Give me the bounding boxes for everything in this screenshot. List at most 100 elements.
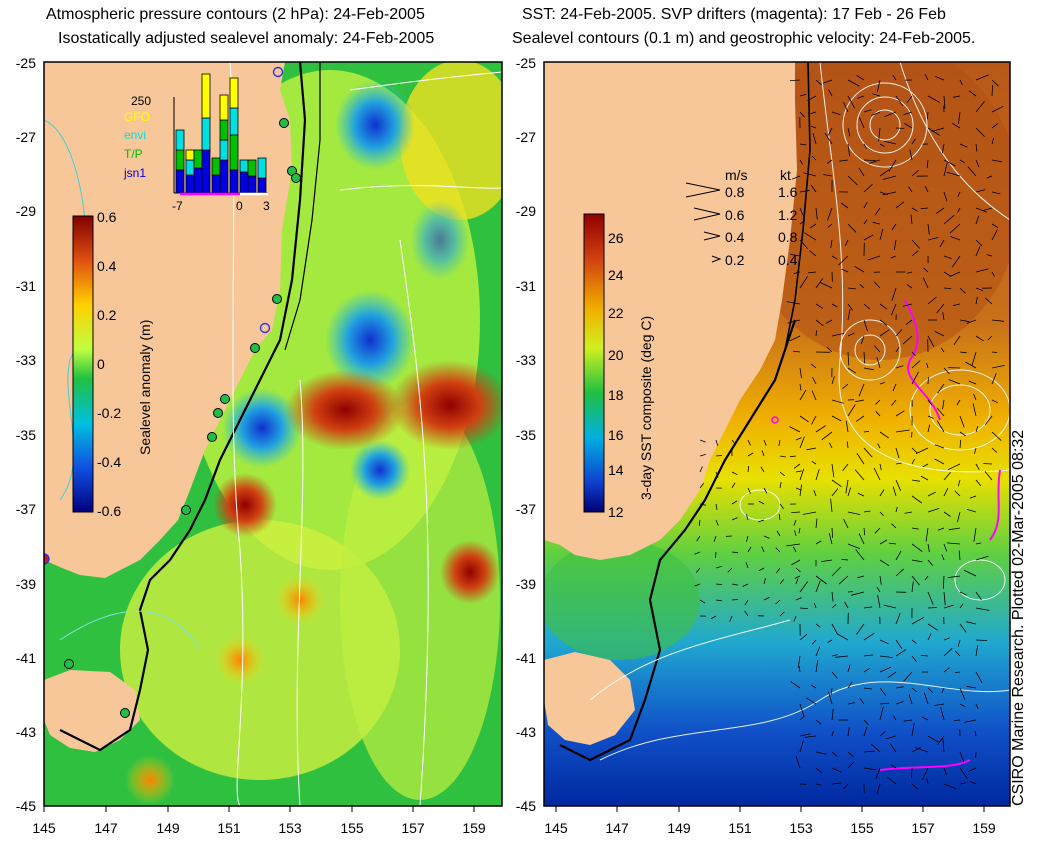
velocity-arrow (847, 487, 851, 497)
velocity-arrow (954, 490, 961, 497)
velocity-arrow (966, 621, 977, 625)
velocity-arrow (695, 567, 701, 573)
velocity-arrow (887, 776, 897, 785)
velocity-arrow (843, 783, 849, 790)
velocity-arrow (895, 365, 904, 369)
velocity-arrow (991, 399, 998, 404)
velocity-arrow (715, 599, 722, 602)
velocity-arrow (943, 271, 951, 277)
velocity-arrow (822, 79, 833, 84)
velocity-arrow (890, 255, 897, 259)
velocity-arrow (812, 377, 817, 385)
velocity-arrow (943, 511, 951, 517)
right-lat-axis: -25 -27 -29 -31 -33 -35 -37 -39 -41 -43 … (516, 55, 536, 814)
left-map (44, 62, 502, 806)
velocity-arrow (943, 783, 957, 790)
velocity-arrow (895, 649, 907, 657)
velocity-arrow (985, 297, 993, 305)
velocity-arrow (959, 431, 966, 437)
velocity-legend: m/s kt 0.8 1.6 0.6 1.2 0.4 0.8 0.2 0.4 (685, 167, 798, 268)
velocity-arrow (789, 79, 801, 81)
velocity-arrow (911, 543, 923, 552)
velocity-arrow (843, 102, 849, 113)
sla-tick-0: 0.6 (97, 209, 117, 225)
velocity-arrow (824, 132, 833, 145)
velocity-arrow (968, 90, 977, 97)
left-map-frame (43, 61, 503, 807)
velocity-arrow (879, 666, 892, 673)
velocity-arrow (838, 255, 849, 266)
velocity-arrow (793, 615, 797, 622)
velocity-arrow (924, 186, 929, 193)
tide-gauge-stations (64, 118, 301, 718)
velocity-arrow (698, 519, 701, 527)
velocity-arrow (787, 319, 801, 324)
velocity-arrow (863, 667, 870, 673)
lat-label: -37 (16, 501, 36, 517)
velocity-arrow (731, 500, 738, 505)
velocity-arrow (799, 733, 811, 737)
velocity-arrow (911, 250, 919, 257)
velocity-arrow (731, 517, 738, 521)
velocity-arrow (889, 542, 897, 545)
lon-label: 147 (605, 820, 629, 836)
velocity-arrow (975, 127, 985, 137)
velocity-arrow (863, 234, 874, 241)
velocity-arrow (911, 371, 919, 385)
velocity-arrow (863, 319, 868, 332)
velocity-arrow (948, 527, 961, 531)
velocity-arrow (847, 702, 856, 705)
velocity-arrow (927, 223, 930, 235)
velocity-arrow (831, 782, 842, 785)
right-title-line2: Sealevel contours (0.1 m) and geostrophi… (512, 30, 976, 47)
velocity-arrow (845, 420, 849, 433)
velocity-arrow (954, 671, 961, 673)
lon-label: 151 (217, 820, 241, 836)
velocity-arrow (911, 479, 921, 482)
velocity-arrow (948, 379, 961, 385)
sst-tick-5: 16 (608, 427, 624, 443)
velocity-arrow (975, 207, 987, 213)
velocity-arrow (891, 223, 897, 231)
velocity-arrow (863, 159, 876, 161)
velocity-arrow (975, 607, 990, 611)
velocity-arrow (984, 470, 993, 481)
velocity-arrow (799, 715, 805, 721)
velocity-arrow (943, 255, 952, 259)
velocity-arrow (808, 271, 817, 274)
left-title-line2: Isostatically adjusted sealevel anomaly:… (58, 30, 435, 47)
velocity-arrow (828, 89, 833, 97)
velocity-arrow (934, 444, 945, 449)
velocity-arrow (831, 527, 833, 538)
velocity-arrow (747, 487, 751, 494)
velocity-arrow (920, 655, 929, 657)
velocity-arrow (847, 404, 856, 417)
velocity-arrow (895, 506, 898, 513)
velocity-arrow (828, 691, 833, 705)
velocity-arrow (876, 586, 881, 593)
velocity-arrow (884, 111, 897, 118)
velocity-arrow (879, 329, 890, 337)
velocity-arrow (911, 559, 923, 563)
velocity-arrow (927, 508, 940, 513)
lon-label: 149 (156, 820, 180, 836)
velocity-arrow (958, 550, 961, 561)
velocity-arrow (715, 566, 722, 569)
velocity-arrow (842, 383, 849, 390)
velocity-arrow (758, 519, 765, 523)
velocity-arrow (778, 439, 781, 446)
velocity-arrow (810, 125, 817, 129)
sst-tick-2: 22 (608, 305, 624, 321)
velocity-arrow (857, 575, 865, 579)
velocity-arrow (875, 767, 881, 780)
velocity-arrow (872, 93, 881, 97)
velocity-arrow (746, 514, 749, 521)
velocity-arrow (879, 639, 889, 645)
velocity-arrow (959, 143, 968, 148)
velocity-arrow (975, 296, 978, 305)
velocity-arrow (815, 783, 822, 786)
velocity-arrow (799, 93, 807, 97)
velocity-arrow (811, 415, 817, 425)
velocity-arrow (863, 303, 871, 310)
velocity-arrow (975, 74, 989, 81)
